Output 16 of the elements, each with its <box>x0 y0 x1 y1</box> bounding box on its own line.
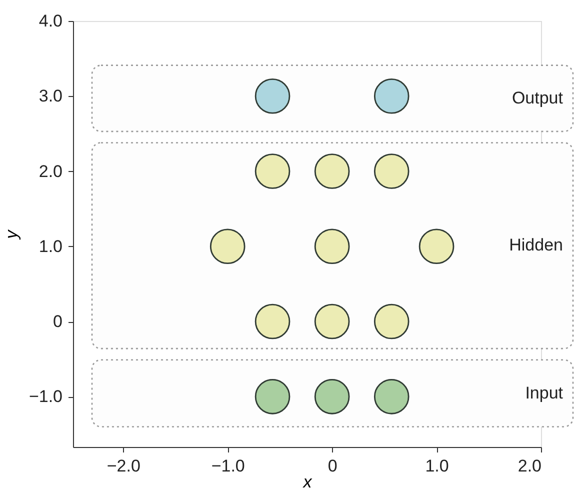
x-tick-label: 0 <box>328 456 338 476</box>
band-label: Output <box>512 88 564 108</box>
y-tick-label: 1.0 <box>38 236 62 256</box>
y-tick-label: 4.0 <box>38 12 62 30</box>
x-tick-label: 2.0 <box>518 456 542 476</box>
y-axis-title: y <box>2 228 21 240</box>
y-tick-label: 0 <box>53 312 62 332</box>
y-tick-label: 3.0 <box>38 86 62 106</box>
band-label: Input <box>525 383 564 402</box>
x-tick-label: −2.0 <box>106 456 140 476</box>
x-tick-label: 1.0 <box>425 456 449 476</box>
y-tick-label: −1.0 <box>28 387 62 406</box>
x-tick-label: −1.0 <box>211 456 245 476</box>
x-axis-title: x <box>302 472 312 492</box>
y-tick-label: 2.0 <box>38 162 62 181</box>
band-label: Hidden <box>509 236 563 255</box>
